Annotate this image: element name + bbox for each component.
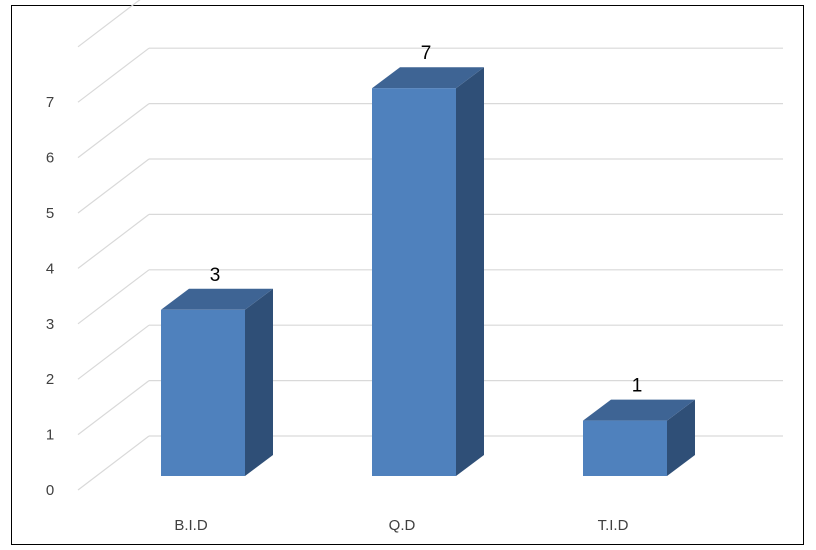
gridline-diagonal — [77, 0, 141, 48]
bar — [583, 420, 667, 476]
gridline-diagonal — [77, 324, 150, 380]
x-axis-categories: B.I.D Q.D T.I.D — [174, 517, 628, 534]
bar-top — [372, 67, 484, 89]
bar-side — [245, 288, 273, 476]
data-label: 3 — [210, 265, 221, 286]
gridline-diagonal — [77, 269, 150, 325]
y-tick-label: 0 — [46, 482, 54, 499]
gridline-diagonal — [77, 47, 150, 103]
data-label: 1 — [632, 376, 643, 397]
data-label: 7 — [421, 43, 432, 64]
gridline-diagonal — [77, 158, 150, 214]
gridline-diagonal — [77, 435, 150, 491]
y-tick-label: 5 — [46, 205, 54, 222]
bar — [161, 309, 245, 476]
gridline-diagonal — [77, 380, 150, 436]
y-tick-label: 4 — [46, 260, 54, 277]
y-tick-label: 2 — [46, 371, 54, 388]
gridline-diagonal — [77, 213, 150, 269]
y-tick-label: 7 — [46, 94, 54, 111]
y-axis-ticks: 0 1 2 3 4 5 6 7 — [46, 94, 54, 499]
x-category-label: Q.D — [389, 517, 416, 534]
x-category-label: T.I.D — [598, 517, 629, 534]
y-tick-label: 3 — [46, 316, 54, 333]
bar — [372, 88, 456, 476]
y-tick-label: 1 — [46, 427, 54, 444]
bar-side — [456, 67, 484, 476]
bar-side — [667, 399, 695, 476]
data-labels: 3 7 1 — [210, 43, 643, 396]
gridline-diagonal — [77, 103, 150, 159]
bars — [161, 67, 695, 476]
bar-top — [583, 399, 695, 421]
x-category-label: B.I.D — [174, 517, 208, 534]
bar-top — [161, 288, 273, 310]
y-tick-label: 6 — [46, 150, 54, 167]
